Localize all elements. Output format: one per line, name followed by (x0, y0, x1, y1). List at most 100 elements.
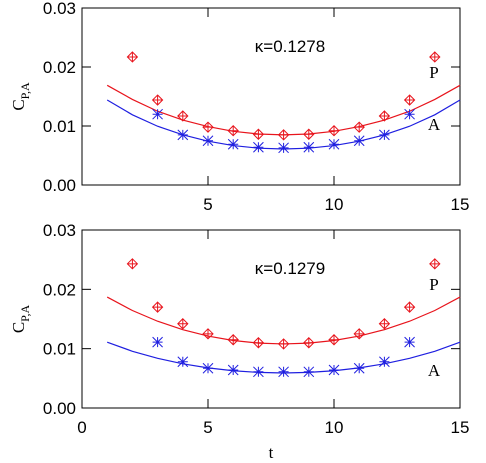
data-point (177, 318, 189, 330)
annotation: κ=0.1278 (255, 37, 325, 56)
data-point (253, 366, 264, 378)
data-point (252, 128, 265, 140)
data-point (303, 141, 315, 153)
marker-shape (403, 94, 416, 106)
marker-shape (378, 318, 391, 330)
data-point (177, 110, 189, 122)
data-point (202, 135, 214, 147)
y-tick-label: 0.00 (43, 176, 76, 195)
marker-shape (177, 318, 189, 330)
data-point (378, 110, 391, 122)
data-point (429, 51, 441, 63)
data-point (403, 94, 416, 106)
data-point (379, 129, 390, 141)
marker-shape (429, 51, 441, 63)
marker-shape (126, 258, 139, 270)
marker-shape (328, 125, 340, 137)
x-tick-label: 15 (451, 418, 470, 437)
y-axis-label-sub: P,A (18, 304, 32, 321)
data-point (303, 337, 315, 349)
data-point (353, 121, 365, 133)
plot-frame (81, 7, 461, 186)
marker-shape (202, 328, 214, 340)
x-tick-label: 0 (77, 418, 86, 437)
x-axis-label: t (269, 443, 274, 462)
data-point (151, 94, 164, 106)
data-point (126, 51, 139, 63)
marker-shape (202, 135, 214, 147)
marker-shape (404, 108, 415, 120)
marker-shape (403, 301, 416, 313)
y-tick-label: 0.01 (43, 117, 76, 136)
data-point (202, 328, 214, 340)
marker-shape (303, 141, 315, 153)
data-point (353, 135, 365, 147)
data-point (353, 328, 365, 340)
data-point (303, 366, 315, 378)
data-point (404, 108, 415, 120)
marker-shape (378, 110, 391, 122)
marker-shape (278, 366, 289, 378)
data-point (328, 334, 340, 346)
y-axis-label-sub: P,A (18, 82, 32, 99)
data-point (404, 336, 415, 348)
marker-shape (126, 51, 139, 63)
marker-shape (252, 128, 265, 140)
data-point (227, 138, 239, 150)
data-point (328, 138, 340, 150)
marker-shape (303, 128, 315, 140)
marker-shape (253, 366, 264, 378)
x-tick-label: 5 (203, 418, 212, 437)
marker-shape (303, 366, 315, 378)
data-point (278, 142, 289, 154)
marker-shape (253, 141, 264, 153)
y-tick-label: 0.00 (43, 399, 76, 418)
data-point (202, 362, 214, 374)
y-axis-label-main: C (9, 322, 28, 333)
y-tick-label: 0.01 (43, 340, 76, 359)
series-label: P (429, 275, 438, 294)
series-label: A (428, 361, 441, 380)
data-point (328, 125, 340, 137)
annotation: κ=0.1279 (255, 259, 325, 278)
marker-shape (151, 301, 164, 313)
marker-shape (152, 336, 163, 348)
plot-frame (81, 229, 461, 409)
marker-shape (303, 337, 315, 349)
marker-shape (379, 356, 390, 368)
data-point (152, 108, 163, 120)
y-tick-label: 0.03 (43, 0, 76, 18)
series-label: P (429, 63, 438, 82)
data-point (277, 338, 290, 350)
x-tick-label: 10 (325, 418, 344, 437)
data-point (253, 141, 264, 153)
data-point (379, 356, 390, 368)
marker-shape (328, 364, 340, 376)
marker-shape (177, 129, 189, 141)
marker-shape (353, 328, 365, 340)
marker-shape (177, 110, 189, 122)
data-point (202, 121, 214, 133)
data-point (177, 129, 189, 141)
data-point (277, 129, 290, 141)
marker-shape (278, 142, 289, 154)
marker-shape (379, 129, 390, 141)
marker-shape (353, 121, 365, 133)
data-point (328, 364, 340, 376)
data-point (227, 334, 239, 346)
marker-shape (328, 138, 340, 150)
data-point (378, 318, 391, 330)
y-axis-label: CP,A (9, 304, 32, 333)
marker-shape (177, 356, 189, 368)
data-point (227, 364, 239, 376)
y-axis-label: CP,A (9, 82, 32, 111)
marker-shape (152, 108, 163, 120)
y-tick-label: 0.03 (43, 221, 76, 240)
y-tick-label: 0.02 (43, 58, 76, 77)
data-point (227, 125, 239, 137)
marker-shape (277, 129, 290, 141)
marker-shape (429, 258, 441, 270)
data-point (303, 128, 315, 140)
x-tick-label: 10 (325, 195, 344, 214)
